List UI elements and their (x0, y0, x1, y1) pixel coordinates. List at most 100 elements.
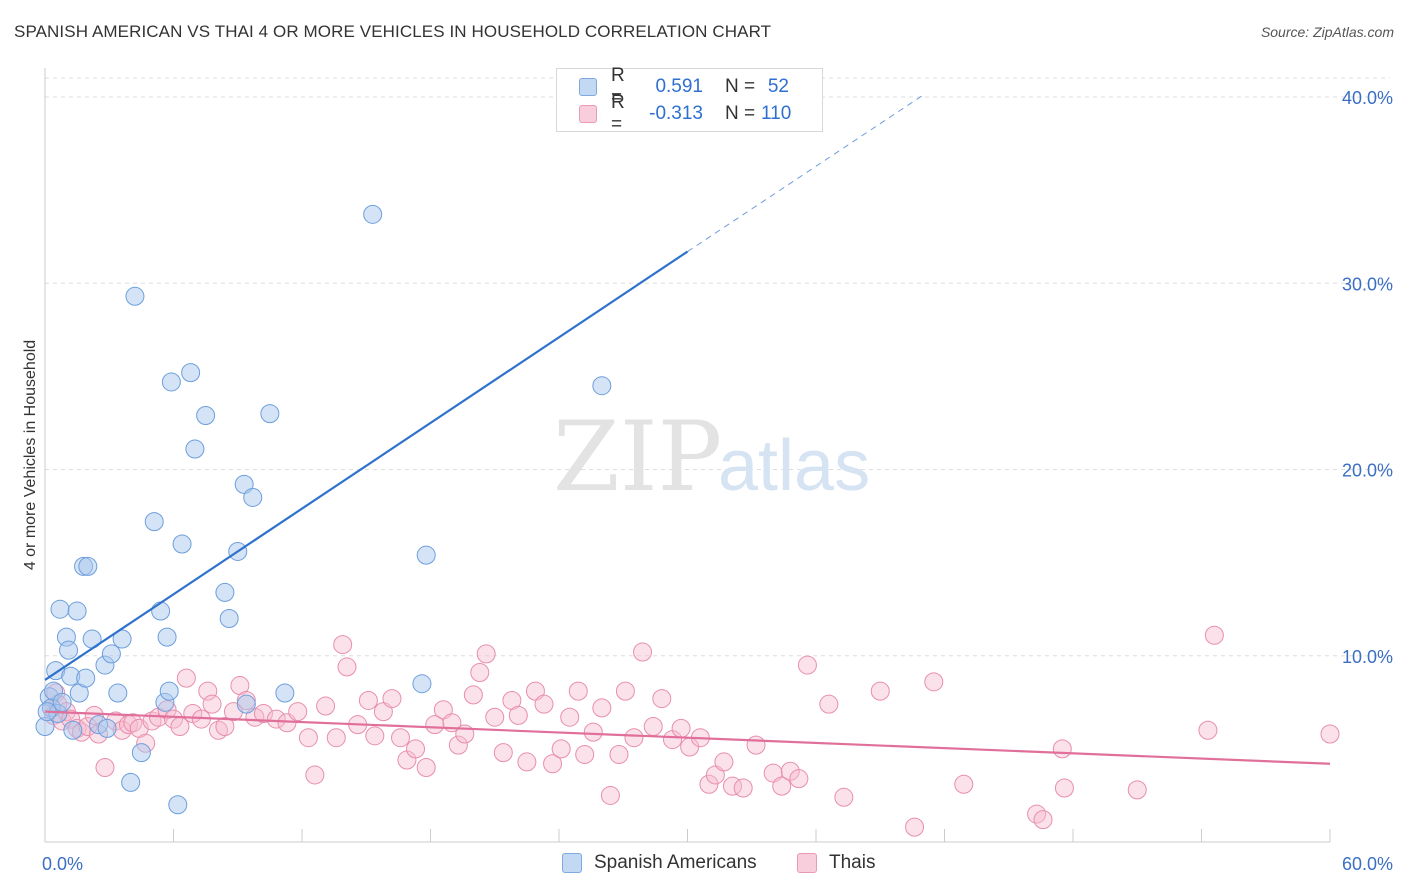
thais-point (1054, 778, 1074, 798)
thais-point (834, 787, 854, 807)
tick-labels: 10.0% 20.0% 30.0% 40.0% 0.0% 60.0% (42, 88, 1393, 874)
thais-point (954, 774, 974, 794)
x-tick-label-max: 60.0% (1342, 854, 1393, 874)
series-legend: Spanish Americans Thais (0, 852, 1406, 878)
trend-lines (44, 94, 1331, 765)
spanish-americans-point (416, 545, 436, 565)
spanish-americans-point (78, 556, 98, 576)
thais-point (1033, 810, 1053, 830)
correlation-legend: R = 0.591 N = 52 R = -0.313 N = 110 (556, 65, 823, 135)
spanish-americans-point (108, 683, 128, 703)
thais-point (391, 728, 411, 748)
thais-point (326, 728, 346, 748)
thais-point (924, 672, 944, 692)
y-tick-label: 10.0% (1342, 647, 1393, 667)
spanish-americans-point (125, 286, 145, 306)
spanish-americans-point (159, 681, 179, 701)
thais-point (316, 696, 336, 716)
thais-point (517, 752, 537, 772)
spanish-americans-point (185, 439, 205, 459)
legend-n-value: 52 (767, 76, 789, 97)
legend-item-thais[interactable]: Thais (797, 852, 875, 874)
legend-r-label: R = (611, 65, 625, 108)
spanish-americans-point (121, 772, 141, 792)
spanish-americans-trend-line (44, 250, 689, 681)
thais-point (819, 694, 839, 714)
watermark-zip: ZIP (553, 401, 722, 513)
source-label: Source: ZipAtlas.com (1260, 24, 1394, 40)
thais-point (772, 776, 792, 796)
thais-point (551, 739, 571, 759)
spanish-americans-point (260, 404, 280, 424)
spanish-americans-point (236, 694, 256, 714)
legend-item-spanish-americans[interactable]: Spanish Americans (562, 852, 757, 874)
thais-point (643, 717, 663, 737)
thais-point (416, 758, 436, 777)
spanish-americans-point (157, 627, 177, 647)
thais-point (905, 817, 925, 837)
thais-point (746, 735, 766, 755)
watermark-atlas: atlas (718, 426, 870, 506)
spanish-americans-point (196, 405, 216, 425)
thais-point (1198, 720, 1218, 740)
thais-point (1204, 625, 1224, 645)
thais-point (560, 707, 580, 727)
thais-point (164, 709, 183, 729)
thais-point (575, 744, 595, 764)
y-tick-label: 30.0% (1342, 274, 1393, 294)
thais-trend-line (44, 710, 1331, 765)
legend-row-spanish-americans: R = 0.591 N = 52 (579, 65, 789, 108)
watermark: ZIP atlas (553, 401, 870, 513)
thais-point (358, 690, 378, 710)
thais-point (215, 717, 235, 737)
thais-point (333, 635, 353, 655)
thais-point (870, 681, 890, 701)
legend-n-value: 110 (761, 103, 792, 124)
legend-r-value: 0.591 (655, 76, 703, 97)
thais-point (592, 698, 612, 718)
thais-point (266, 709, 286, 729)
legend-label-thais: Thais (829, 852, 876, 873)
thais-point (652, 689, 672, 709)
y-tick-label: 20.0% (1342, 461, 1393, 481)
spanish-americans-point (172, 534, 192, 554)
spanish-americans-point (181, 363, 201, 383)
thais-point (624, 728, 644, 748)
spanish-americans-point (101, 644, 121, 664)
spanish-americans-point (76, 668, 96, 688)
x-tick-label-min: 0.0% (42, 854, 83, 874)
spanish-americans-point (50, 599, 70, 619)
spanish-americans-point (131, 743, 151, 763)
thais-point (470, 663, 490, 683)
grid-lines (45, 77, 1390, 657)
thais-point (633, 642, 653, 662)
legend-swatch-pink (579, 105, 597, 123)
thais-points (41, 625, 1340, 837)
thais-point (699, 774, 719, 794)
spanish-americans-point (63, 720, 83, 740)
thais-point (298, 728, 318, 748)
thais-point (1052, 739, 1072, 759)
thais-point (365, 726, 385, 746)
thais-point (615, 681, 635, 701)
thais-point (288, 702, 308, 722)
spanish-americans-point (168, 795, 188, 815)
thais-point (337, 657, 357, 677)
thais-point (463, 685, 483, 705)
thais-point (733, 778, 753, 798)
thais-point (406, 739, 426, 759)
legend-swatch-pink (797, 853, 817, 873)
spanish-americans-point (97, 718, 117, 738)
thais-point (543, 754, 563, 774)
thais-point (208, 720, 228, 740)
thais-point (476, 644, 496, 664)
thais-point (382, 689, 402, 709)
thais-point (448, 735, 468, 755)
legend-r-label: R = (611, 92, 625, 135)
thais-point (714, 752, 734, 772)
spanish-americans-point (412, 674, 432, 694)
thais-point (671, 718, 691, 738)
thais-point (1127, 780, 1147, 800)
legend-n-label: N = (725, 103, 756, 124)
